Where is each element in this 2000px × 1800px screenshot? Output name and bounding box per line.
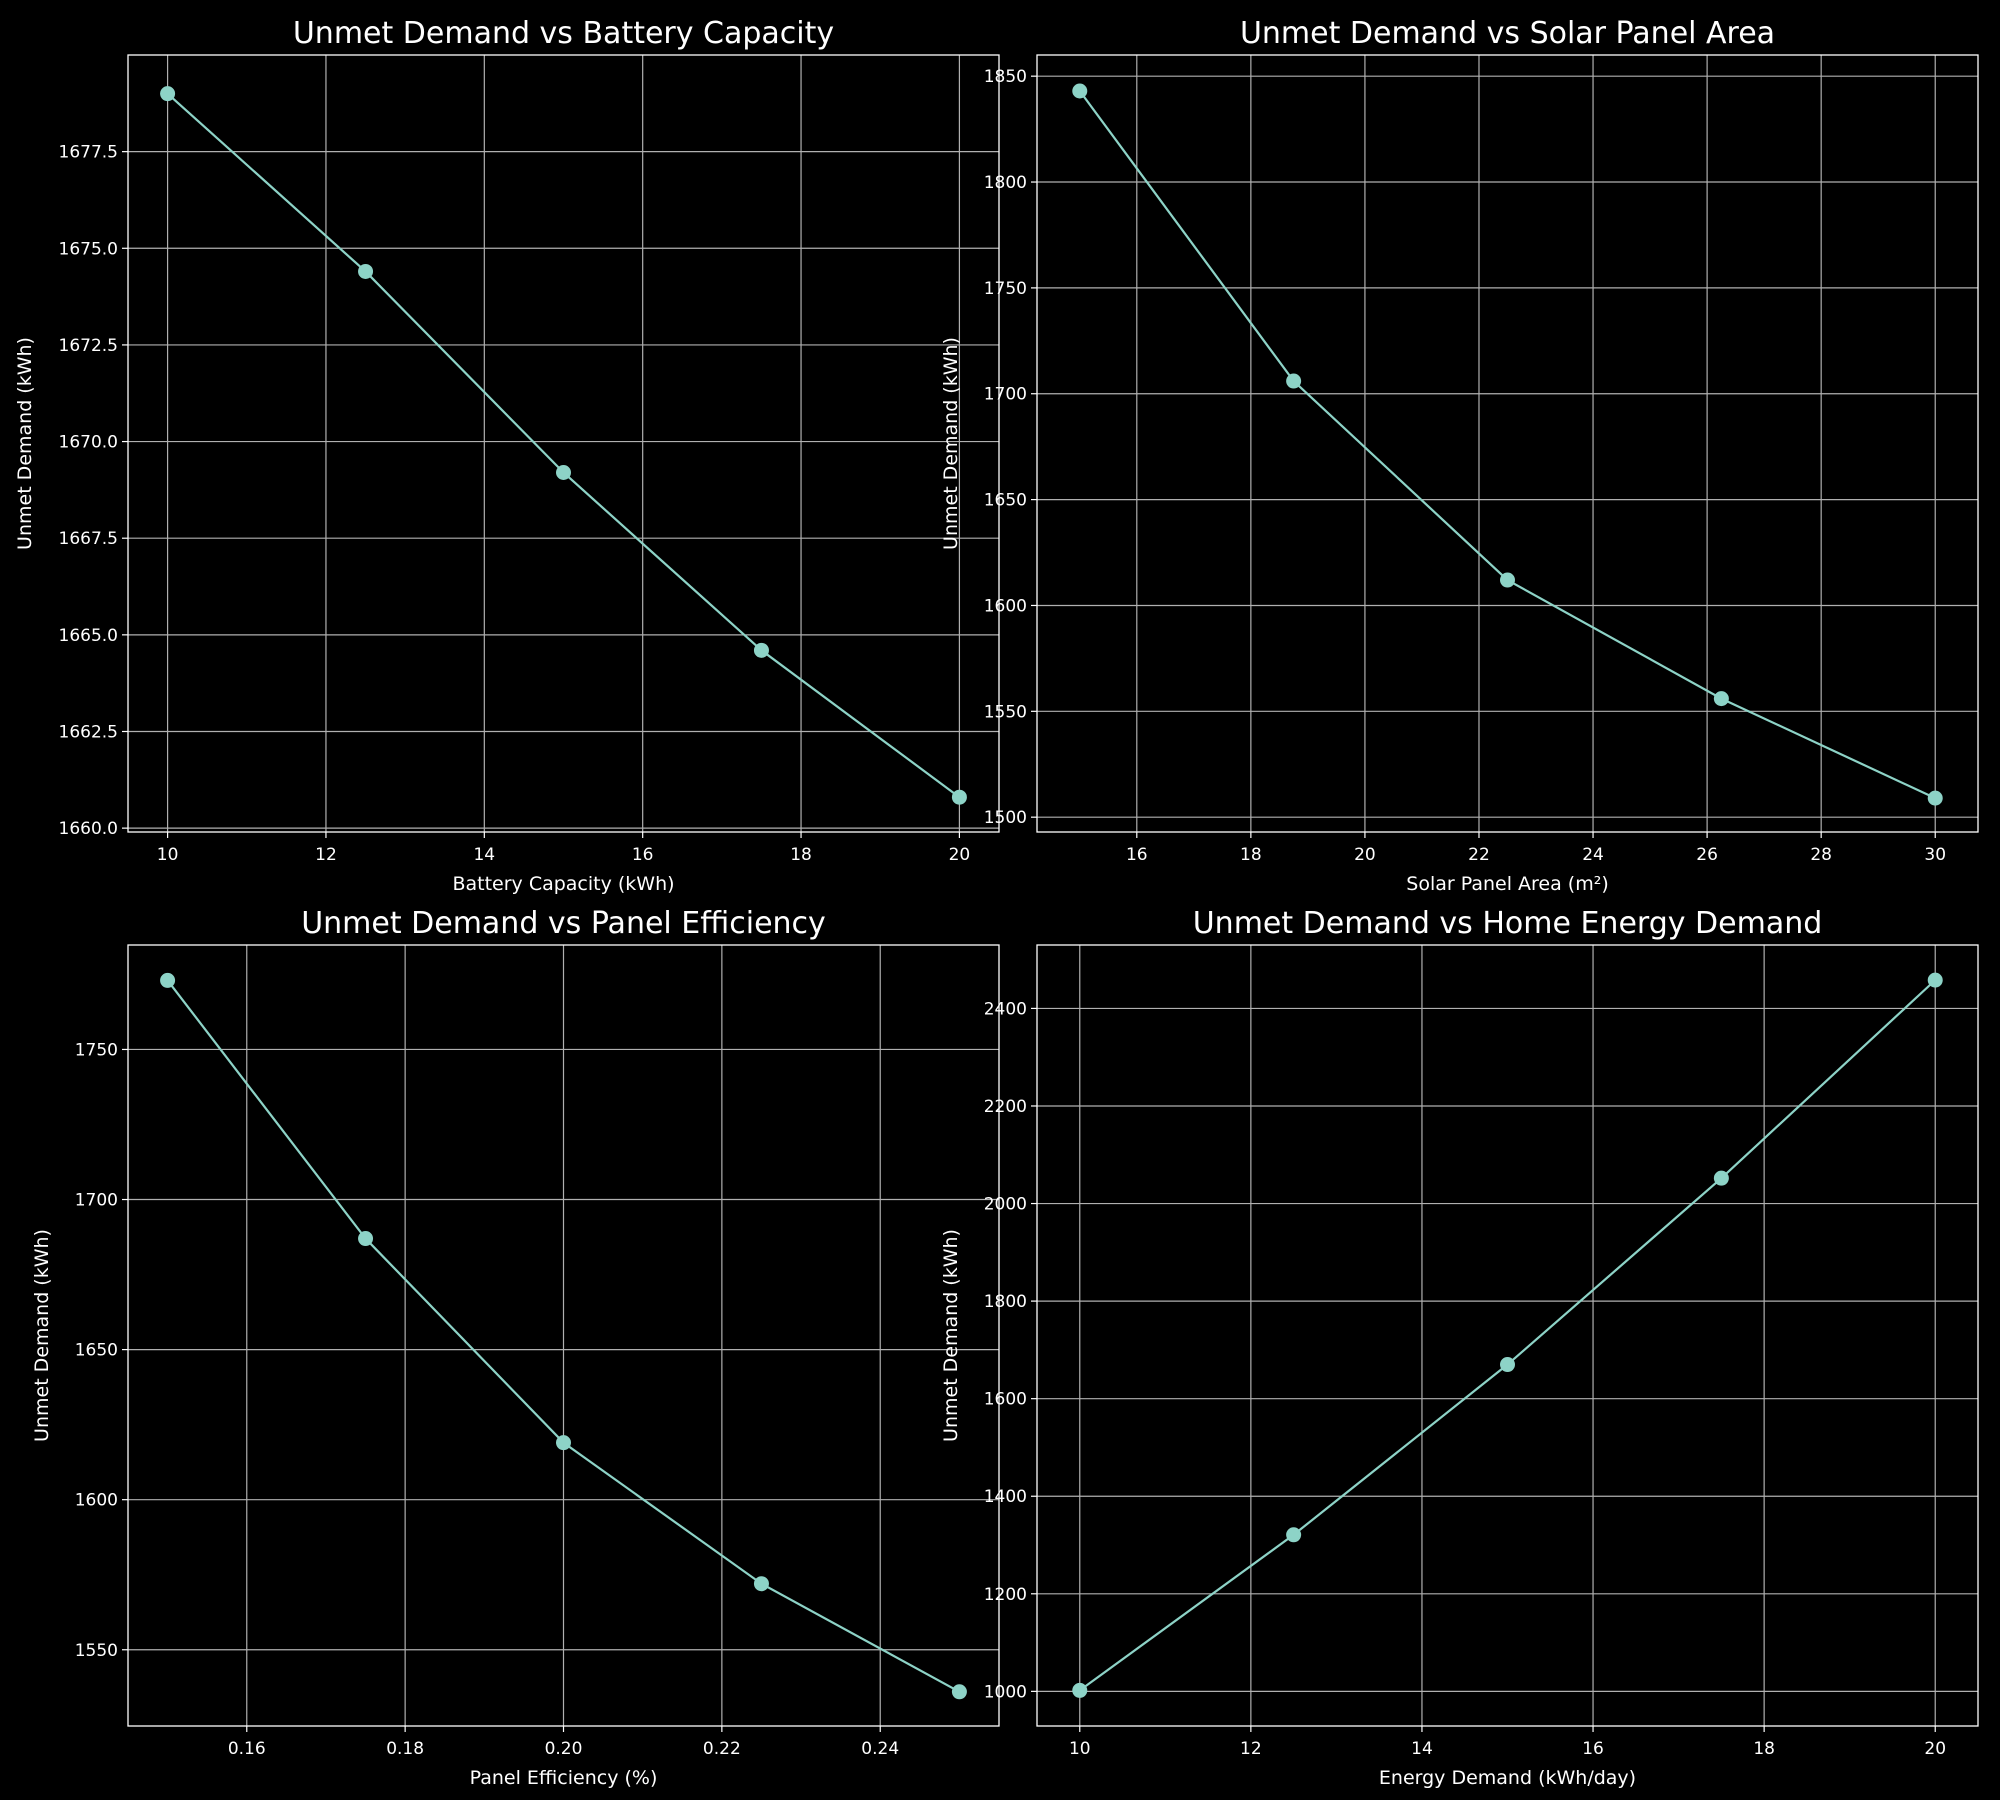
y-tick-label: 1850	[984, 67, 1027, 87]
x-tick-label: 0.24	[861, 1739, 899, 1759]
axes-frame	[127, 944, 1000, 1727]
x-tick-label: 20	[1924, 1739, 1946, 1759]
y-tick-label: 1600	[75, 1491, 118, 1511]
y-tick-label: 2000	[984, 1195, 1027, 1215]
axes-frame	[1036, 944, 1979, 1727]
x-tick-label: 16	[632, 845, 654, 865]
chart-title: Unmet Demand vs Panel Efficiency	[301, 906, 826, 941]
y-tick-label: 1675.0	[59, 239, 118, 259]
data-point	[160, 972, 176, 988]
y-tick-label: 1660.0	[59, 819, 118, 839]
x-tick-label: 16	[1126, 845, 1148, 865]
data-point	[358, 1231, 374, 1247]
subplot-4: 10 12 14 16 18 20 1000 1200 1400 1600 1800 2000 2200…	[940, 906, 1979, 1789]
x-tick-label: 12	[315, 845, 337, 865]
x-tick-label: 24	[1582, 845, 1604, 865]
subplot-1: 10 12 14 16 18 20 1660.0 1662.5 1665.0 1667.5 1670…	[14, 16, 1000, 895]
chart-title: Unmet Demand vs Home Energy Demand	[1193, 906, 1823, 941]
y-tick-label: 1677.5	[59, 143, 118, 163]
data-point	[1072, 83, 1088, 99]
x-tick-label: 30	[1924, 845, 1946, 865]
data-point	[358, 263, 374, 279]
data-point	[951, 789, 967, 805]
series-line	[166, 92, 961, 799]
data-point	[1927, 790, 1943, 806]
y-tick-label: 1550	[75, 1641, 118, 1661]
x-tick-label: 12	[1240, 1739, 1262, 1759]
y-tick-label: 1500	[984, 808, 1027, 828]
data-point	[1072, 1682, 1088, 1698]
data-point	[1286, 373, 1302, 389]
y-tick-label: 1672.5	[59, 336, 118, 356]
x-tick-label: 0.22	[703, 1739, 741, 1759]
series-line	[1079, 979, 1936, 1692]
y-axis-label: Unmet Demand (kWh)	[940, 1229, 962, 1442]
x-tick-label: 16	[1582, 1739, 1604, 1759]
data-point	[1500, 572, 1515, 588]
y-tick-label: 1650	[984, 491, 1027, 511]
data-point	[1500, 1357, 1515, 1373]
x-axis-label: Energy Demand (kWh/day)	[1379, 1767, 1636, 1789]
x-axis-label: Panel Efficiency (%)	[470, 1767, 658, 1789]
y-tick-label: 1000	[984, 1682, 1027, 1702]
data-point	[556, 464, 571, 480]
x-axis-label: Solar Panel Area (m²)	[1406, 873, 1608, 895]
y-tick-label: 1200	[984, 1585, 1027, 1605]
x-tick-label: 20	[949, 845, 971, 865]
y-tick-label: 1667.5	[59, 529, 118, 549]
data-point	[160, 86, 176, 102]
chart-title: Unmet Demand vs Solar Panel Area	[1240, 16, 1775, 51]
x-tick-label: 0.18	[386, 1739, 424, 1759]
data-point	[753, 642, 769, 658]
data-point	[951, 1684, 967, 1700]
x-tick-label: 14	[1411, 1739, 1433, 1759]
x-tick-label: 28	[1810, 845, 1832, 865]
y-axis-label: Unmet Demand (kWh)	[14, 337, 36, 550]
data-point	[1713, 691, 1729, 707]
y-tick-label: 1650	[75, 1341, 118, 1361]
y-tick-label: 1600	[984, 1390, 1027, 1410]
x-tick-label: 18	[1240, 845, 1262, 865]
x-tick-label: 10	[157, 845, 179, 865]
x-tick-label: 20	[1354, 845, 1376, 865]
x-tick-label: 18	[1753, 1739, 1775, 1759]
axes-frame	[1036, 54, 1979, 833]
y-tick-label: 1400	[984, 1487, 1027, 1507]
y-tick-label: 1750	[75, 1040, 118, 1060]
y-tick-label: 1670.0	[59, 433, 118, 453]
x-tick-label: 22	[1468, 845, 1490, 865]
x-axis-label: Battery Capacity (kWh)	[452, 873, 674, 895]
y-tick-label: 1800	[984, 173, 1027, 193]
data-point	[1713, 1170, 1729, 1186]
x-tick-label: 18	[790, 845, 812, 865]
data-point	[753, 1576, 769, 1592]
x-tick-label: 0.20	[545, 1739, 583, 1759]
data-point	[1286, 1527, 1302, 1543]
chart-title: Unmet Demand vs Battery Capacity	[293, 16, 834, 51]
y-tick-label: 2400	[984, 999, 1027, 1019]
y-axis-label: Unmet Demand (kWh)	[940, 337, 962, 550]
x-tick-label: 26	[1696, 845, 1718, 865]
y-tick-label: 1600	[984, 596, 1027, 616]
y-tick-label: 1550	[984, 702, 1027, 722]
subplot-3: 0.16 0.18 0.20 0.22 0.24 1550 1600 1650 1700 1750…	[31, 906, 1000, 1789]
y-axis-label: Unmet Demand (kWh)	[31, 1229, 53, 1442]
y-tick-label: 2200	[984, 1097, 1027, 1117]
data-point	[1927, 972, 1943, 988]
y-tick-label: 1700	[75, 1191, 118, 1211]
y-tick-label: 1700	[984, 385, 1027, 405]
x-tick-label: 10	[1069, 1739, 1091, 1759]
y-tick-label: 1750	[984, 279, 1027, 299]
y-tick-label: 1665.0	[59, 626, 118, 646]
y-tick-label: 1800	[984, 1292, 1027, 1312]
y-tick-label: 1662.5	[59, 722, 118, 742]
x-tick-label: 0.16	[228, 1739, 266, 1759]
series-line	[1078, 90, 1936, 800]
data-point	[556, 1435, 571, 1451]
x-tick-label: 14	[473, 845, 495, 865]
subplot-2: 16 18 20 22 24 26 28 30 1500 1550 1600 1650 1700 1750…	[940, 16, 1979, 895]
axes-frame	[127, 54, 1000, 833]
